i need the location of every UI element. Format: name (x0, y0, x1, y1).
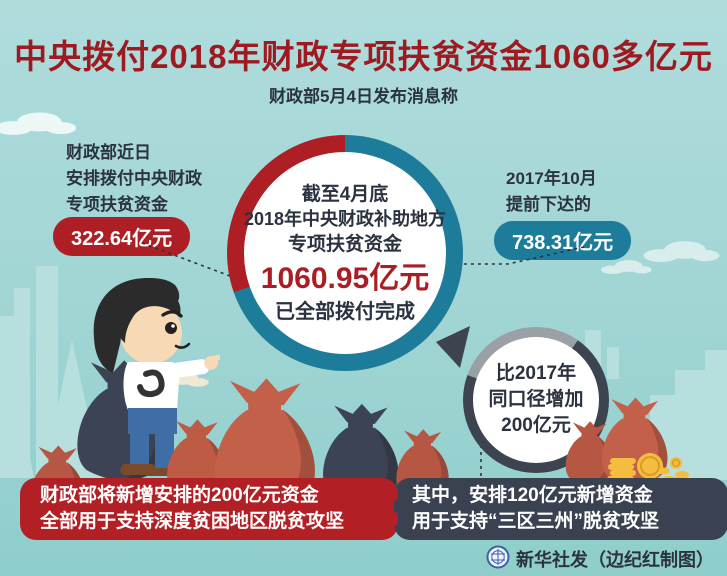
banner-red-line: 全部用于支持深度贫困地区脱贫攻坚 (40, 511, 345, 532)
page-subtitle: 财政部5月4日发布消息称 (269, 87, 458, 106)
left-note-line: 财政部近日 (66, 143, 151, 162)
cloud-icon (0, 112, 77, 135)
amount-badge-322: 322.64亿元 (53, 217, 191, 256)
donut-amount: 1060.95亿元 (260, 261, 430, 295)
donut-chart: 截至4月底 2018年中央财政补助地方 专项扶贫资金 1060.95亿元 已全部… (227, 135, 463, 371)
right-note-line: 提前下达的 (506, 195, 591, 214)
xinhua-logo-icon (486, 545, 510, 569)
donut-status: 已全部拨付完成 (275, 300, 415, 323)
left-note-line: 专项扶贫资金 (66, 195, 168, 214)
comparison-line: 同口径增加 (488, 389, 584, 410)
donut-center: 截至4月底 2018年中央财政补助地方 专项扶贫资金 1060.95亿元 已全部… (244, 152, 446, 354)
donut-text-line: 截至4月底 (301, 183, 389, 205)
banner-connector-tab (370, 487, 398, 501)
left-note-line: 安排拨付中央财政 (66, 169, 202, 188)
right-note-line: 2017年10月 (506, 169, 597, 188)
banner-navy: 其中，安排120亿元新增资金 用于支持“三区三州”脱贫攻坚 (394, 478, 727, 540)
comparison-line: 比2017年 (495, 363, 577, 384)
boy-character (93, 278, 220, 476)
arrow-icon (436, 326, 470, 368)
comparison-circle-text: 比2017年 同口径增加 200亿元 (473, 337, 599, 463)
banner-connector-tab (370, 512, 398, 526)
left-note: 财政部近日 安排拨付中央财政 专项扶贫资金 (66, 140, 202, 218)
right-note: 2017年10月 提前下达的 (506, 166, 597, 218)
cloud-icon (600, 260, 652, 274)
donut-text-line: 专项扶贫资金 (287, 233, 402, 255)
page-title: 中央拨付2018年财政专项扶贫资金1060多亿元 (14, 38, 713, 75)
credit-text: 新华社发（边纪红制图） (516, 550, 714, 570)
banner-navy-line: 其中，安排120亿元新增资金 (412, 485, 653, 506)
banner-red: 财政部将新增安排的200亿元资金 全部用于支持深度贫困地区脱贫攻坚 (20, 478, 398, 540)
amount-badge-738: 738.31亿元 (494, 221, 632, 260)
donut-text-line: 2018年中央财政补助地方 (243, 208, 447, 229)
cloud-icon (643, 241, 720, 262)
banner-red-line: 财政部将新增安排的200亿元资金 (40, 485, 319, 506)
banner-navy-line: 用于支持“三区三州”脱贫攻坚 (412, 511, 660, 532)
comparison-line: 200亿元 (501, 415, 571, 436)
